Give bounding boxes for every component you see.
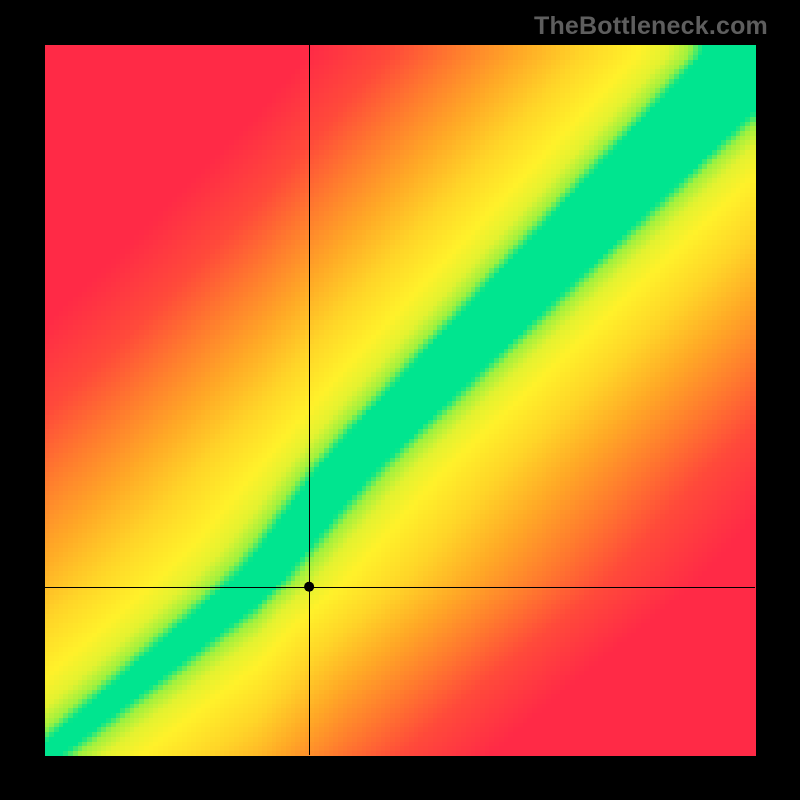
- bottleneck-heatmap: [0, 0, 800, 800]
- chart-container: TheBottleneck.com: [0, 0, 800, 800]
- watermark-text: TheBottleneck.com: [534, 12, 768, 41]
